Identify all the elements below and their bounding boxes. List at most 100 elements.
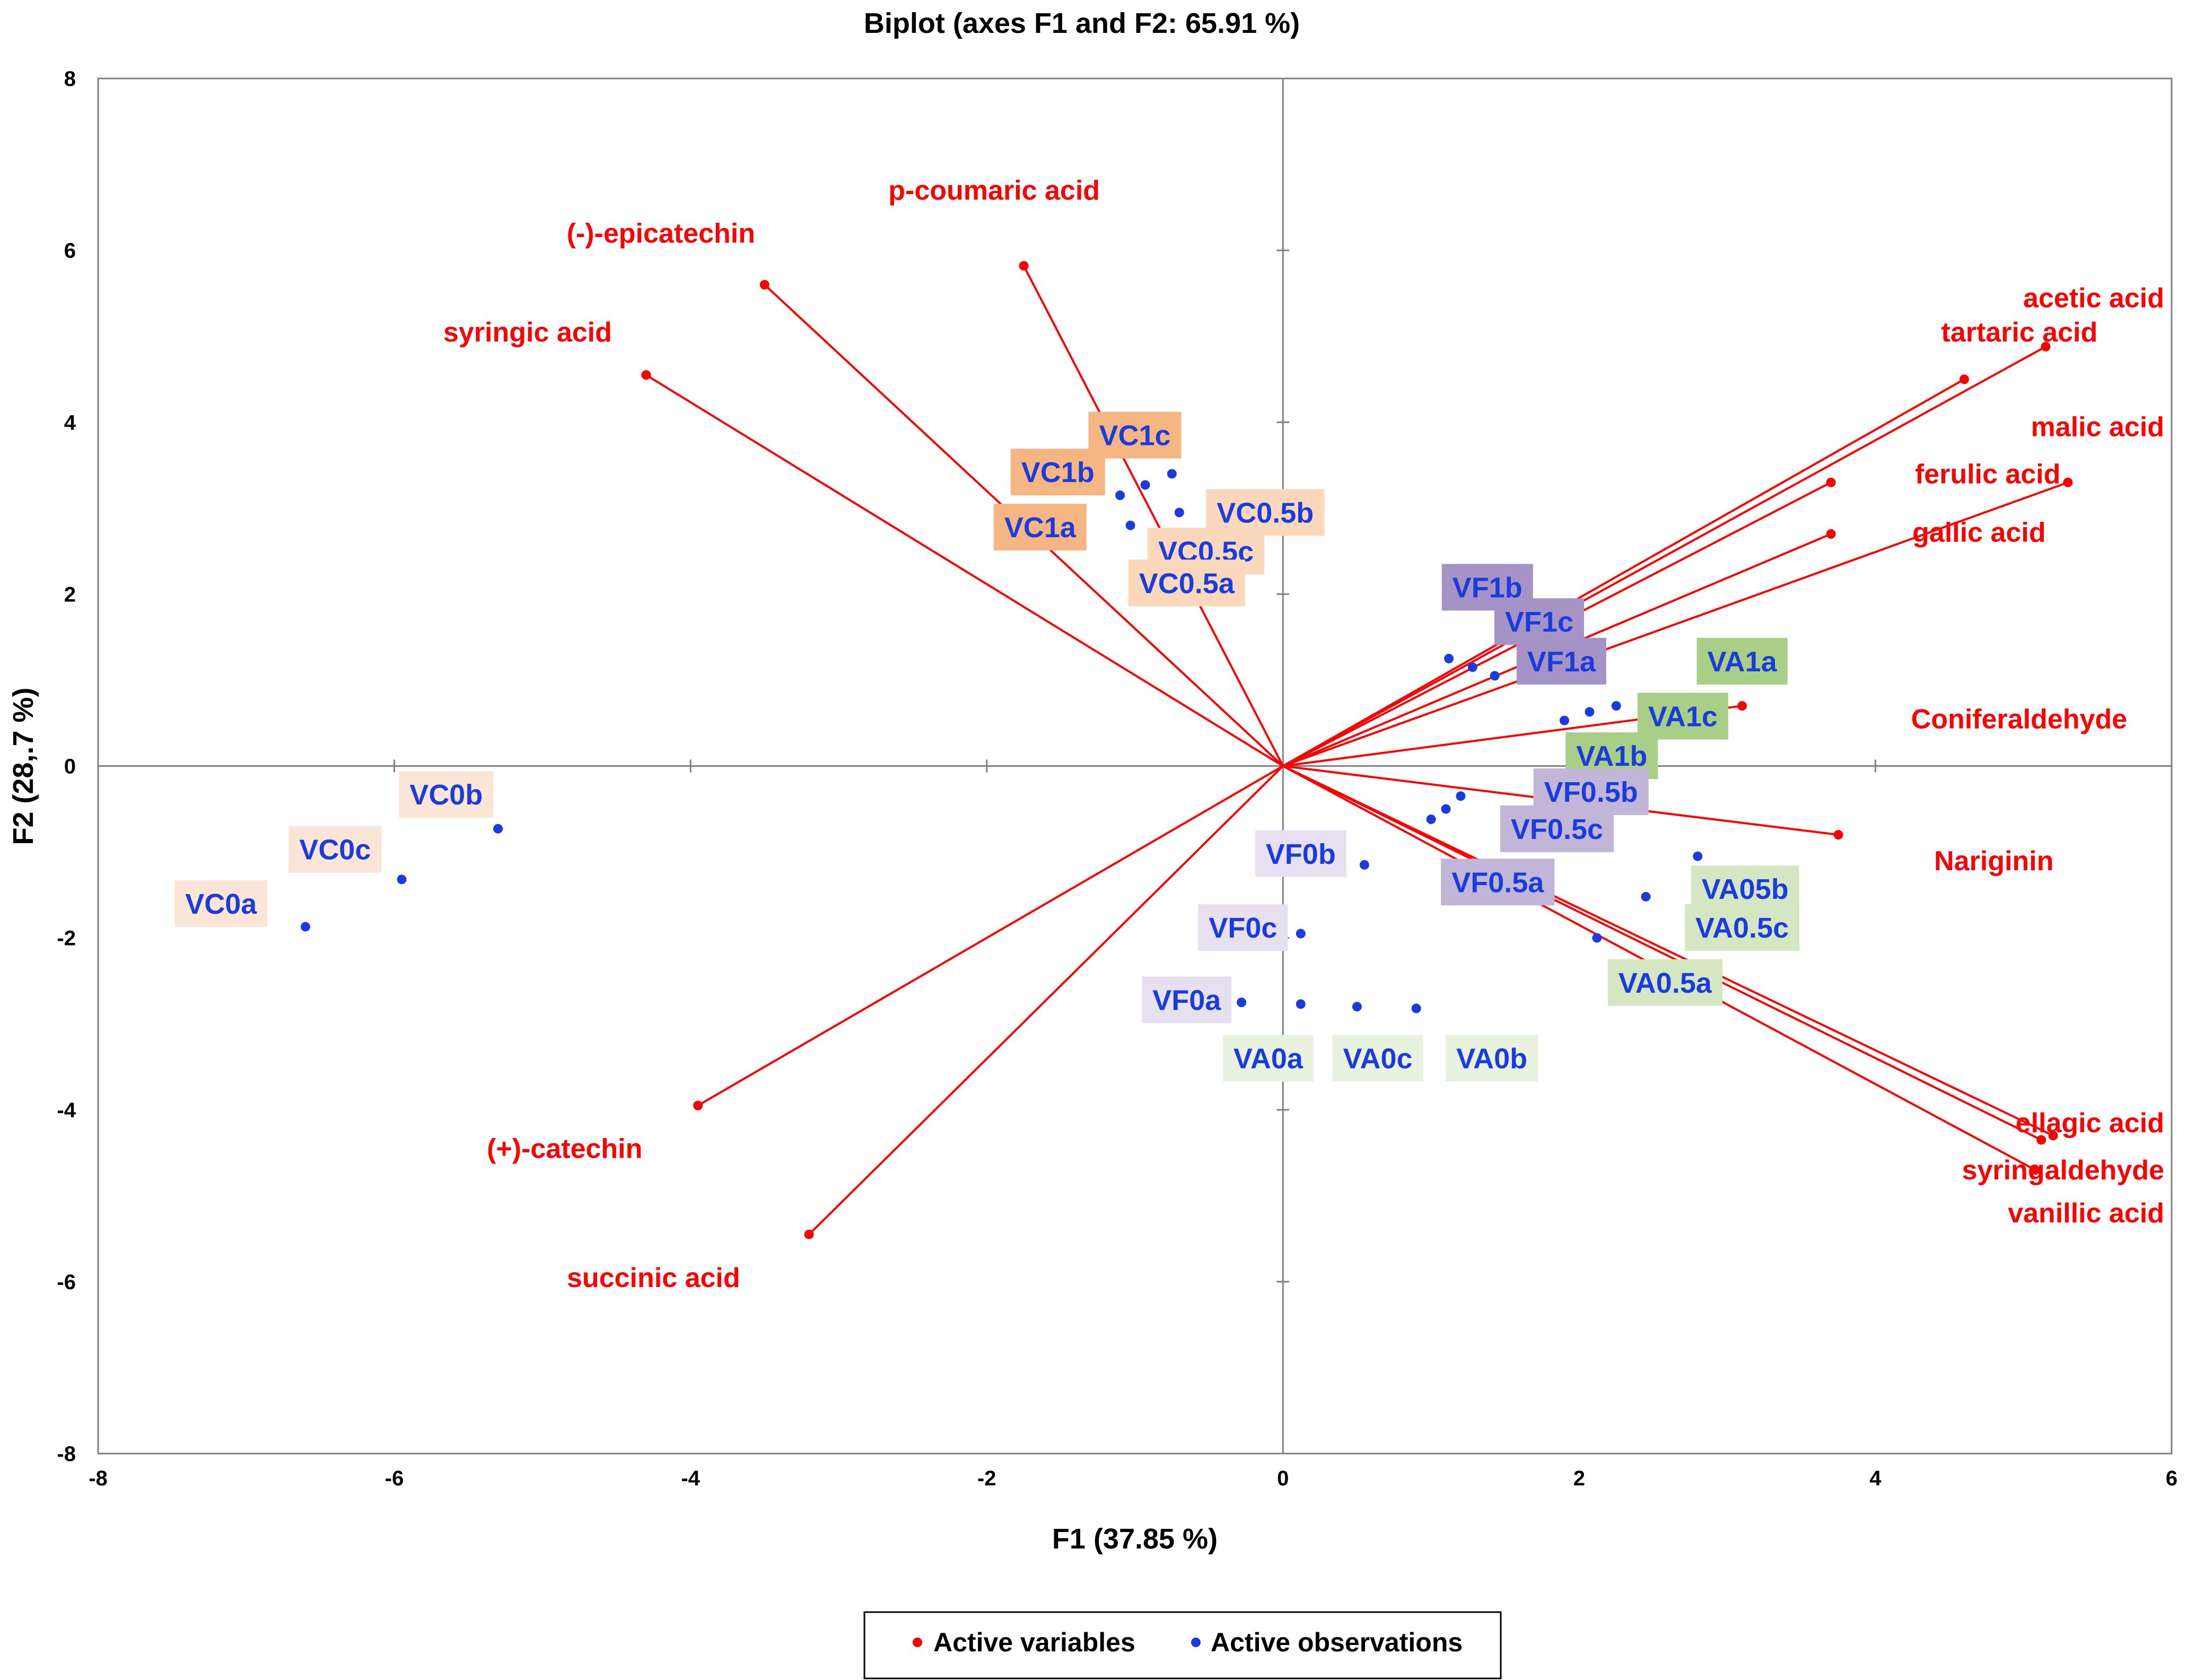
observation-label-bg-va0b [1446,1035,1538,1082]
legend-variables-marker [913,1638,922,1647]
observation-label-vc0-5a: VC0.5a [1139,567,1235,599]
x-tick-label: 4 [1869,1467,1882,1490]
variable-point-coniferaldehyde [1737,701,1747,711]
observation-label-bg-vc0b [399,771,494,818]
variable-label-gallic-acid: gallic acid [1912,518,2045,548]
observation-point-vf1a [1490,671,1500,681]
vector-ellagic-acid [1282,765,2054,1137]
vector-p-coumaric-acid [1022,265,1284,767]
observation-point-va0b [1411,1003,1421,1013]
observation-label-vc0-5b: VC0.5b [1217,497,1314,529]
vector-acetic-acid [1282,378,1965,767]
observation-label-va1b: VA1b [1576,740,1647,772]
observation-point-vf1c [1467,662,1477,672]
observation-point-va0-5a [1592,933,1602,943]
variable-point-ellagic-acid [2048,1131,2058,1141]
variable-point-ferulic-acid [1826,477,1836,487]
observation-label-bg-va0c [1332,1035,1423,1082]
observation-point-vf0c [1296,929,1306,939]
variable-label-coniferaldehyde: Coniferaldehyde [1911,704,2127,734]
variable-point-p-coumaric-acid [1019,261,1029,271]
x-tick-label: 6 [2166,1467,2177,1490]
observation-point-vf0a [1237,998,1247,1008]
observation-label-vc1c: VC1c [1099,420,1170,452]
variable-label-vanillic-acid: vanillic acid [2008,1198,2164,1229]
observation-points [301,469,1703,1013]
x-tick-label: -6 [385,1467,404,1490]
observation-point-vf0-5a [1426,814,1436,824]
variable-label-tartaric-acid: tartaric acid [1941,317,2098,348]
observation-label-bg-vf1c [1494,598,1584,645]
y-tick-label: 6 [64,239,76,262]
observation-label-vf0-5b: VF0.5b [1544,776,1638,808]
legend-variables-label: Active variables [933,1628,1135,1657]
observation-label-bg-va1c [1637,693,1728,740]
observation-label-bg-vf1a [1516,637,1606,685]
legend-observations-label: Active observations [1211,1628,1463,1657]
observation-label-va0-5a: VA0.5a [1619,967,1712,999]
variable-point-malic-acid [2063,477,2073,487]
observation-point-va0a [1296,999,1306,1009]
observation-point-vf1b [1444,653,1454,663]
observation-label-vf0b: VF0b [1266,838,1336,870]
y-tick-label: -4 [57,1099,76,1122]
variable-point-syringaldehyde [2036,1135,2046,1145]
y-tick-label: 8 [64,67,76,91]
observation-point-vf0-5b [1456,791,1466,801]
observation-label-bg-vf0-5a [1441,859,1555,906]
variable-label-acetic-acid: acetic acid [2023,283,2164,313]
variable-label-catechin: (+)-catechin [487,1134,642,1165]
x-tick-label: 0 [1277,1467,1289,1490]
variable-point-tartaric-acid [2041,342,2051,352]
variable-label-malic-acid: malic acid [2031,412,2164,442]
observation-label-vc0b: VC0b [409,779,483,811]
observation-point-vc1c [1167,469,1177,479]
y-tick-label: 4 [64,411,76,434]
variable-point-acetic-acid [1959,374,1969,384]
variable-point-catechin [693,1100,703,1110]
observation-label-va1c: VA1c [1648,701,1718,733]
observation-point-va0-5c [1641,891,1651,902]
observation-point-vc1b [1140,480,1150,490]
variable-point-succinic-acid [804,1229,814,1239]
x-tick-label: 2 [1573,1467,1585,1490]
variable-point-vanillic-acid [2031,1165,2041,1175]
observation-label-va05b: VA05b [1702,873,1789,905]
y-tick-label: -6 [57,1271,76,1294]
observation-point-va1a [1611,701,1621,711]
variable-label-ferulic-acid: ferulic acid [1915,459,2061,489]
variable-point-syringic-acid [641,370,651,380]
observation-point-va0c [1352,1002,1362,1012]
x-tick-label: -4 [681,1467,700,1490]
vector-tartaric-acid [1282,345,2046,767]
observation-point-va05b [1693,851,1703,861]
observation-label-va1a: VA1a [1708,646,1778,678]
observation-label-va0c: VA0c [1343,1043,1412,1075]
observation-label-vf0c: VF0c [1209,912,1277,944]
observation-label-bg-va0a [1222,1035,1314,1082]
observation-point-vc0c [397,874,407,885]
observation-label-vc1b: VC1b [1021,457,1095,488]
legend: Active variables Active observations [863,1611,1502,1679]
observation-label-bg-vc0a [174,880,268,927]
vector-succinic-acid [808,765,1284,1236]
observation-point-va1c [1585,707,1595,717]
x-tick-label: -8 [89,1467,108,1490]
vector-malic-acid [1282,481,2069,767]
observation-label-bg-va1a [1696,637,1788,685]
variable-label-ellagic-acid: ellagic acid [2016,1108,2164,1139]
observation-label-va0a: VA0a [1234,1043,1304,1075]
observation-point-vc0-5a [1125,520,1135,530]
observation-point-va1b [1559,715,1569,725]
variable-vectors: acetic acid tartaric acid malic acid feruli… [443,176,2164,1293]
vector-catechin [697,765,1284,1107]
observation-label-bg-vc1b [1010,449,1105,496]
variable-label-syringic-acid: syringic acid [443,317,612,348]
observation-point-vc0a [301,922,310,932]
observation-label-bg-vc1a [993,503,1087,550]
variable-point-gallic-acid [1826,529,1836,539]
variable-label-succinic-acid: succinic acid [567,1263,740,1293]
observation-label-vc1a: VC1a [1004,512,1077,544]
observation-point-vf0b [1359,860,1369,870]
